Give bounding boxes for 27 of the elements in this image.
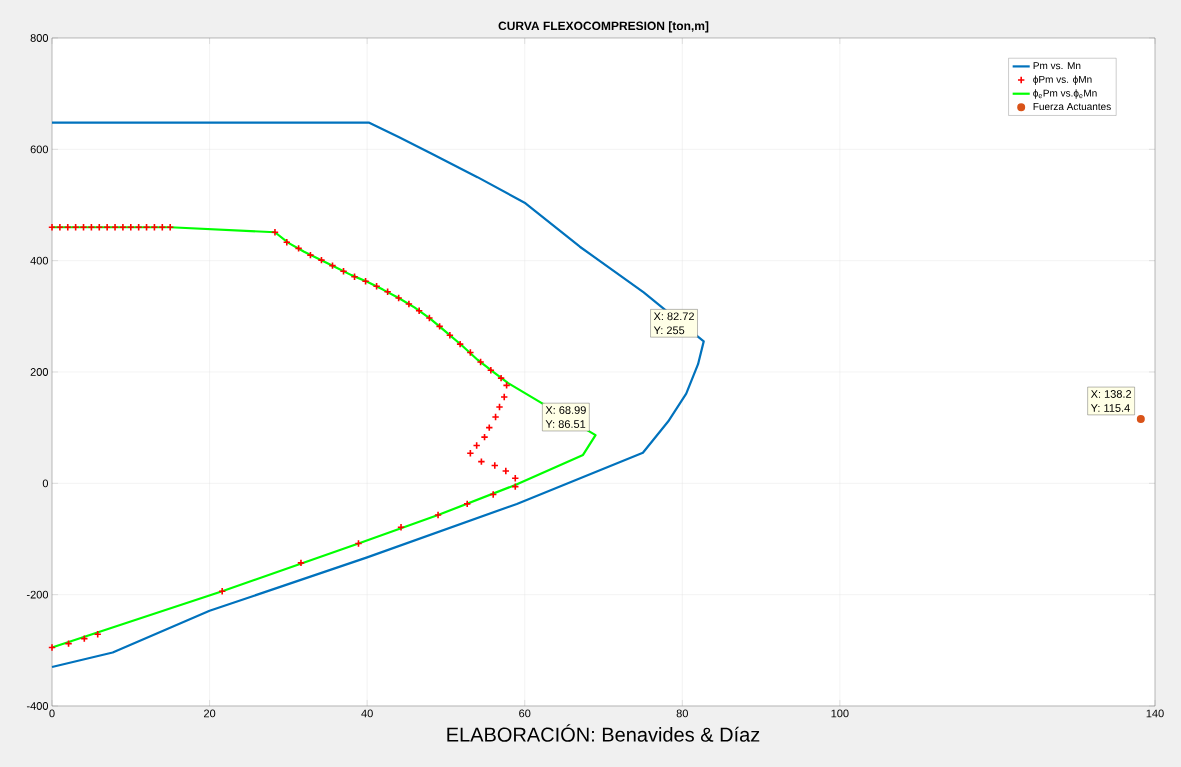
line-series <box>50 121 705 669</box>
y-tick-label: 0 <box>42 479 49 488</box>
annotation: X: 68.99 <box>545 406 586 414</box>
x-tick-label: 60 <box>519 709 531 718</box>
text: ELABORACIÓN: Benavides & Díaz <box>447 724 760 742</box>
x-tick-label: 20 <box>204 709 216 718</box>
x-tick-label: 140 <box>1146 709 1164 718</box>
x-tick-label: 40 <box>361 709 373 718</box>
y-tick-label: -200 <box>26 590 49 599</box>
annotation: Y: 115.4 <box>1090 404 1130 412</box>
y-tick-label: 800 <box>30 34 49 42</box>
x-tick-label: 0 <box>49 709 55 718</box>
x-tick-label: 80 <box>676 709 688 718</box>
annotation: X: 82.72 <box>653 312 694 321</box>
y-tick-label: 200 <box>30 368 49 376</box>
annotation: X: 138.2 <box>1090 390 1132 398</box>
y-tick-label: 600 <box>30 145 49 154</box>
legend-label: ϕPm vs. ϕMn <box>1033 75 1092 85</box>
chart-title: CURVA FLEXOCOMPRESION [ton,m] <box>498 21 709 33</box>
y-tick-label: 400 <box>30 256 49 265</box>
legend-label: ϕ$_{e}$Pm vs.ϕ$_{e}$Mn <box>1033 89 1097 99</box>
annotation: Y: 255 <box>653 326 685 335</box>
legend-label: Fuerza Actuantes <box>1033 103 1111 111</box>
annotation: Y: 86.51 <box>545 420 586 428</box>
x-tick-label: 100 <box>831 709 849 718</box>
legend-label: Pm vs. Mn <box>1033 62 1081 70</box>
y-tick-label: -400 <box>26 702 49 710</box>
